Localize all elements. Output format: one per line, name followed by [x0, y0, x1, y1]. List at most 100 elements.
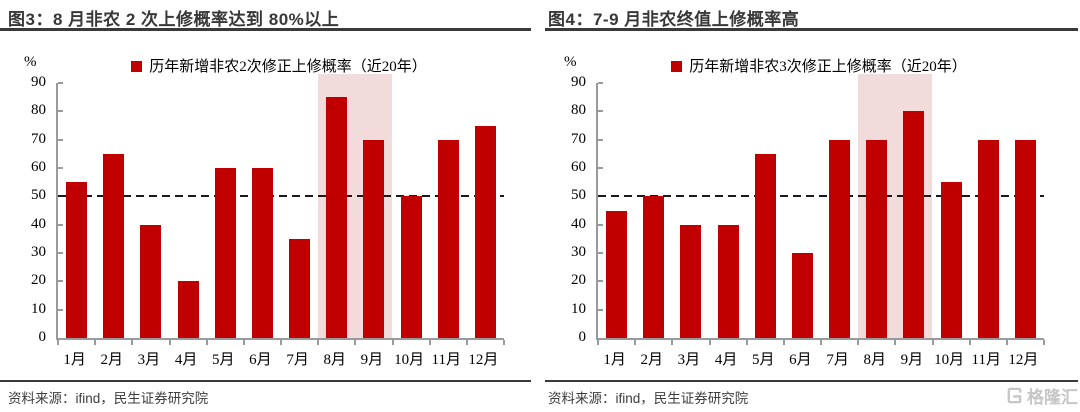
x-axis-label: 1月	[603, 352, 626, 368]
y-axis-tick	[58, 223, 63, 226]
x-axis-label: 4月	[714, 352, 738, 368]
x-axis-tick	[597, 340, 599, 345]
y-axis-label: 0	[578, 329, 587, 345]
y-axis-tick	[598, 280, 603, 283]
x-axis-tick	[820, 340, 822, 345]
source-note: 资料来源：ifind，民生证券研究院	[548, 391, 749, 406]
bar-7月	[289, 238, 311, 338]
y-axis-tick	[58, 252, 63, 254]
bar-2月	[643, 196, 665, 338]
y-axis-tick	[598, 82, 603, 84]
x-axis-tick	[94, 340, 97, 345]
watermark-text: 格隆汇	[1027, 388, 1078, 407]
y-axis-label: 80	[31, 102, 46, 119]
bar-3月	[140, 224, 162, 338]
y-axis-unit-label: %	[564, 54, 577, 70]
reference-line-50pct	[598, 195, 1044, 198]
bar-8月	[866, 139, 888, 338]
bar-5月	[214, 168, 236, 338]
y-axis-tick	[58, 110, 63, 113]
bar-1月	[606, 210, 628, 338]
x-axis-label: 3月	[137, 352, 161, 368]
x-axis-label: 10月	[394, 352, 425, 368]
gelonghui-watermark: 格隆汇	[1005, 383, 1078, 408]
y-axis-label: 90	[31, 74, 46, 90]
bar-2月	[103, 153, 125, 338]
bar-8月	[326, 97, 348, 338]
bar-10月	[940, 182, 962, 338]
x-axis-tick	[968, 340, 971, 345]
x-axis-tick	[428, 340, 431, 345]
x-axis-tick	[57, 340, 59, 345]
x-axis-label: 9月	[360, 352, 384, 368]
x-axis-tick	[205, 340, 208, 345]
x-axis-label: 3月	[677, 352, 701, 368]
y-axis-label: 80	[571, 102, 586, 119]
y-axis-label: 30	[571, 244, 586, 260]
y-axis-tick	[598, 138, 603, 141]
x-axis-tick	[708, 340, 711, 345]
bar-11月	[977, 139, 999, 338]
bar-12月	[474, 125, 496, 338]
x-axis-tick	[671, 340, 674, 345]
bar-9月	[363, 139, 385, 338]
x-axis-tick	[894, 340, 897, 345]
x-axis-tick	[354, 340, 357, 345]
x-axis-label: 11月	[431, 352, 461, 368]
legend-label: 历年新增非农3次修正上修概率（近20年）	[689, 59, 967, 75]
x-axis-label: 5月	[751, 352, 775, 368]
bar-chart-figure-4	[596, 74, 1045, 345]
x-axis-label: 4月	[174, 352, 198, 368]
y-axis-label: 70	[31, 130, 46, 147]
bar-5月	[754, 153, 776, 338]
y-axis-tick	[58, 280, 63, 283]
bar-3月	[680, 224, 702, 338]
title-rule	[0, 28, 531, 31]
x-axis-label: 6月	[789, 352, 812, 368]
x-axis-tick	[503, 340, 505, 345]
bar-4月	[717, 224, 739, 338]
bar-10月	[400, 196, 422, 338]
x-axis-tick	[391, 340, 394, 345]
x-axis-label: 7月	[826, 352, 849, 368]
y-axis-label: 20	[571, 272, 586, 289]
source-note: 资料来源：ifind，民生证券研究院	[8, 391, 209, 406]
bar-chart-figure-3	[56, 74, 505, 345]
y-axis-label: 30	[31, 244, 46, 260]
y-axis-tick	[58, 167, 63, 169]
y-axis-label: 60	[31, 159, 46, 175]
y-axis-label: 10	[571, 300, 586, 317]
figure-4-panel: 图4：7-9 月非农终值上修概率高 % 历年新增非农3次修正上修概率（近20年）…	[540, 0, 1080, 412]
legend: 历年新增非农2次修正上修概率（近20年）	[56, 55, 502, 76]
x-axis-tick	[280, 340, 282, 345]
legend-marker-icon	[671, 61, 683, 72]
x-axis-tick	[465, 340, 468, 345]
y-axis-label: 60	[571, 159, 586, 175]
gelonghui-logo-icon	[1007, 387, 1022, 404]
y-axis-tick	[58, 308, 63, 311]
bar-6月	[251, 168, 273, 338]
x-axis-tick	[782, 340, 785, 345]
y-axis-tick	[598, 223, 603, 226]
legend-marker-icon	[131, 61, 143, 72]
y-axis-label: 40	[571, 215, 586, 232]
x-axis-tick	[634, 340, 637, 345]
x-axis-label: 2月	[640, 352, 663, 368]
reference-line-50pct	[58, 195, 504, 198]
x-axis-tick	[857, 340, 860, 345]
x-axis-label: 11月	[971, 352, 1001, 368]
bar-12月	[1014, 139, 1036, 338]
x-axis-label: 1月	[63, 352, 86, 368]
x-axis-tick	[168, 340, 171, 345]
bar-7月	[829, 139, 851, 338]
x-axis-tick	[1043, 340, 1045, 345]
y-axis-tick	[598, 167, 603, 169]
x-axis-label: 12月	[1008, 352, 1039, 368]
x-axis-tick	[931, 340, 934, 345]
y-axis-tick	[598, 252, 603, 254]
y-axis-label: 50	[571, 187, 586, 204]
title-rule	[545, 28, 1078, 31]
x-axis-label: 8月	[863, 352, 886, 368]
x-axis-label: 9月	[900, 352, 924, 368]
y-axis-tick	[598, 308, 603, 311]
